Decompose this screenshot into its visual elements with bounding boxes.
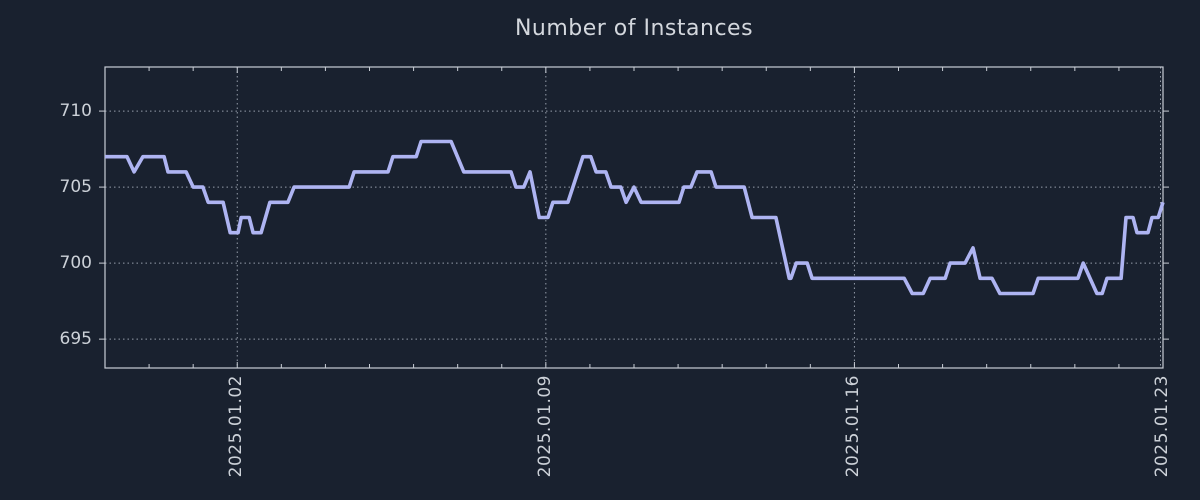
plot-border — [104, 66, 1164, 369]
y-tick-label: 700 — [59, 253, 92, 274]
x-tick-label: 2025.01.02 — [226, 375, 247, 478]
x-tick-label: 2025.01.16 — [843, 375, 864, 478]
chart-title: Number of Instances — [514, 16, 754, 41]
x-tick-label: 2025.01.09 — [534, 375, 555, 478]
series-line — [105, 139, 1165, 296]
y-tick-label: 695 — [59, 329, 92, 350]
x-tick-label: 2025.01.23 — [1152, 375, 1172, 478]
y-tick-label: 710 — [59, 101, 92, 122]
y-tick-label: 705 — [59, 177, 92, 198]
